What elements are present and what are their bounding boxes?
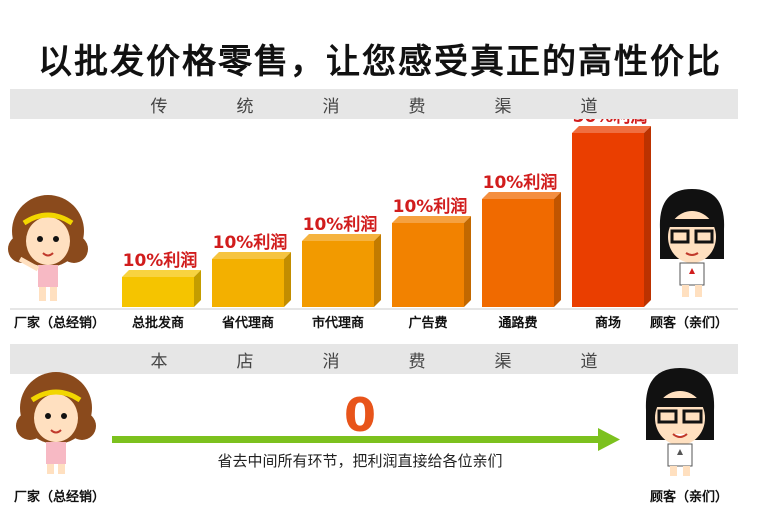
category-tick-label: 广告费 — [408, 315, 447, 331]
band-char: 消 — [322, 96, 340, 117]
category-tick-label: 市代理商 — [312, 315, 364, 331]
profit-data-label: 10%利润 — [123, 250, 198, 271]
bar-2 — [212, 259, 284, 307]
bar-3 — [302, 241, 374, 307]
band-char: 道 — [580, 351, 598, 372]
bar-side — [284, 252, 291, 307]
bar-side — [554, 192, 561, 307]
traditional-channel-band: 传 统 消 费 渠 道 — [10, 89, 738, 119]
store-description: 省去中间所有环节，把利润直接给各位亲们 — [217, 452, 503, 470]
store-profit-value: 0 — [343, 388, 376, 442]
band-char: 费 — [408, 96, 426, 117]
category-tick-label: 省代理商 — [221, 315, 274, 331]
category-tick-label: 通路费 — [498, 315, 537, 331]
profit-data-label: 50%利润 — [573, 119, 648, 127]
bar-4 — [392, 223, 464, 307]
band-char: 统 — [236, 96, 254, 117]
category-tick-label: 总批发商 — [132, 315, 184, 331]
bar-1 — [122, 277, 194, 307]
bar-6 — [572, 133, 644, 307]
band-char: 店 — [236, 351, 254, 372]
bar-5 — [482, 199, 554, 307]
bar-side — [464, 216, 471, 307]
bar-top — [212, 252, 291, 259]
profit-data-label: 10%利润 — [303, 214, 378, 235]
headline: 以批发价格零售，让您感受真正的高性价比 — [38, 42, 722, 82]
band-char: 本 — [150, 351, 168, 372]
profit-data-label: 10%利润 — [483, 172, 558, 193]
store-customer-label: 顾客（亲们） — [650, 490, 729, 505]
band-char: 渠 — [494, 96, 512, 117]
profit-data-label: 10%利润 — [393, 196, 468, 217]
band-char: 传 — [150, 96, 168, 117]
store-manufacturer-girl-icon — [16, 372, 96, 474]
category-tick-label: 商场 — [595, 315, 621, 331]
store-manufacturer-label: 厂家（总经销） — [14, 490, 106, 505]
customer-girl-icon — [659, 189, 725, 297]
manufacturer-label: 厂家（总经销） — [14, 315, 105, 331]
store-customer-girl-icon — [645, 368, 715, 476]
store-channel-band: 本 店 消 费 渠 道 — [10, 344, 738, 374]
bar-side — [374, 234, 381, 307]
bar-top — [302, 234, 381, 241]
bar-top — [392, 216, 471, 223]
bar-top — [482, 192, 561, 199]
bar-side — [644, 126, 651, 307]
bar-side — [194, 270, 201, 307]
band-char: 道 — [580, 96, 598, 117]
manufacturer-girl-icon — [8, 195, 88, 301]
band-char: 渠 — [494, 351, 512, 372]
customer-label: 顾客（亲们） — [650, 315, 728, 331]
bar-top — [122, 270, 201, 277]
profit-data-label: 10%利润 — [213, 232, 288, 253]
band-char: 消 — [322, 351, 340, 372]
band-char: 费 — [408, 351, 426, 372]
bar-top — [572, 126, 651, 133]
